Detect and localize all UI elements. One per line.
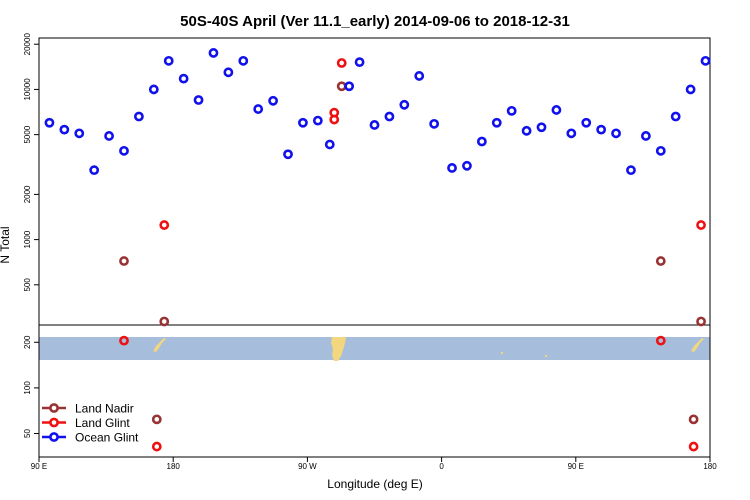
land-nadir-point <box>159 316 170 327</box>
land-nadir-point <box>119 256 129 266</box>
x-tick-label: 180 <box>167 462 181 471</box>
ocean-glint-point <box>344 81 355 92</box>
land-glint-point <box>655 335 666 346</box>
land-glint-point <box>696 220 706 230</box>
ocean-glint-point <box>223 67 234 78</box>
land-patch-patagonia <box>331 337 346 361</box>
ocean-glint-point <box>626 165 636 176</box>
land-glint-point <box>688 441 699 452</box>
legend-label-land-glint: Land Glint <box>75 416 130 430</box>
x-tick-label: 90 E <box>31 462 47 471</box>
x-tick-label: 90 E <box>568 462 584 471</box>
y-tick-label: 100 <box>23 381 32 395</box>
x-tick-label: 90 W <box>298 462 317 471</box>
ocean-glint-point <box>611 128 621 139</box>
ocean-glint-point <box>163 55 174 66</box>
land-nadir-point <box>696 316 706 327</box>
land-patch-small-island <box>501 352 503 354</box>
ocean-glint-point <box>476 136 487 147</box>
land-patch-new-zealand <box>691 338 704 352</box>
ocean-glint-point <box>238 55 249 66</box>
ocean-glint-point <box>685 84 696 95</box>
legend-marker-ocean-glint <box>49 432 59 442</box>
ocean-glint-point <box>59 124 70 135</box>
x-axis-label: Longitude (deg E) <box>327 477 422 491</box>
y-tick-label: 2000 <box>23 185 32 203</box>
x-tick-label: 180 <box>703 462 717 471</box>
ocean-glint-point <box>324 139 335 150</box>
legend-marker-land-nadir <box>49 403 59 413</box>
land-nadir-point <box>688 414 699 425</box>
ocean-glint-point <box>74 128 85 139</box>
ocean-glint-point <box>670 111 681 122</box>
ocean-glint-point <box>462 160 472 171</box>
ocean-glint-point <box>89 165 100 176</box>
ocean-glint-point <box>384 111 395 122</box>
land-glint-point <box>151 441 162 452</box>
ocean-glint-point <box>253 104 264 114</box>
land-patch-small-island <box>545 355 547 357</box>
chart-title: 50S-40S April (Ver 11.1_early) 2014-09-0… <box>180 13 570 30</box>
x-tick-label: 0 <box>439 462 444 471</box>
ocean-band <box>39 337 710 360</box>
ticks: 500 1000 2000 5000 10000 20000 50 100 200 90 E 180… <box>23 33 717 471</box>
data-points <box>44 48 711 452</box>
ocean-glint-point <box>640 131 651 141</box>
ocean-glint-point <box>491 117 502 128</box>
ocean-glint-point <box>521 125 532 136</box>
land-nadir-point <box>336 81 347 92</box>
ocean-glint-point <box>148 84 159 95</box>
ocean-glint-point <box>551 105 562 115</box>
y-tick-label: 200 <box>23 335 32 349</box>
ocean-glint-point <box>134 111 144 122</box>
y-tick-label: 10000 <box>23 78 32 101</box>
ocean-glint-point <box>268 95 279 106</box>
ocean-glint-point <box>566 128 577 139</box>
y-tick-label: 20000 <box>23 33 32 56</box>
legend-label-ocean-glint: Ocean Glint <box>75 431 139 445</box>
ocean-glint-point <box>506 105 517 116</box>
land-nadir-point <box>151 414 162 425</box>
y-tick-label: 500 <box>23 278 32 292</box>
axes <box>38 37 711 458</box>
ocean-glint-point <box>178 73 189 84</box>
land-glint-point <box>119 335 129 346</box>
ocean-glint-point <box>208 48 219 58</box>
ocean-glint-point <box>581 117 592 128</box>
upper-panel-frame <box>38 37 711 326</box>
lower-panel-frame <box>38 324 711 458</box>
ocean-glint-point <box>104 131 114 141</box>
ocean-glint-point <box>429 118 440 129</box>
ocean-glint-point <box>312 115 323 126</box>
ocean-glint-point <box>700 55 711 66</box>
ocean-glint-point <box>414 71 425 81</box>
ocean-glint-point <box>447 163 457 173</box>
ocean-glint-point <box>119 145 129 156</box>
ocean-glint-point <box>354 57 365 68</box>
ocean-glint-point <box>399 99 410 110</box>
ocean-glint-point <box>596 124 607 135</box>
y-tick-label: 5000 <box>23 125 32 143</box>
land-patch-new-zealand <box>153 338 166 352</box>
land-glint-point <box>329 107 340 118</box>
ocean-glint-point <box>44 117 55 128</box>
land-glint-point <box>159 220 170 230</box>
land-glint-point <box>336 58 347 68</box>
ocean-glint-point <box>369 120 380 130</box>
land-nadir-point <box>655 256 666 266</box>
ocean-glint-point <box>193 95 204 105</box>
y-tick-label: 1000 <box>23 230 32 248</box>
y-axis-label: N Total <box>0 226 12 263</box>
legend-marker-land-glint <box>49 417 59 428</box>
y-tick-label: 50 <box>23 429 32 438</box>
ocean-glint-point <box>655 145 666 156</box>
ocean-glint-point <box>298 117 308 128</box>
ocean-glint-point <box>283 149 293 160</box>
ocean-glint-point <box>536 122 547 133</box>
legend-label-land-nadir: Land Nadir <box>75 402 134 416</box>
map-band <box>39 337 710 361</box>
